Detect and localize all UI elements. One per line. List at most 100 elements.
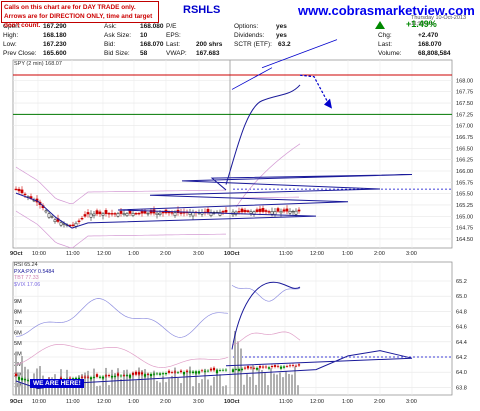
pxa-candle [267, 367, 271, 369]
price-candle [110, 213, 114, 215]
time-axis-tick: 3:00 [406, 251, 417, 257]
vix-line [16, 298, 229, 338]
quote-label: Ask: [104, 23, 117, 30]
volume-bar [264, 373, 266, 395]
volume-bar [255, 384, 257, 395]
time-axis-tick: 12:00 [97, 251, 111, 257]
pxa-candle [258, 366, 262, 368]
time-axis-tick: 2:00 [374, 251, 385, 257]
price-candle [221, 211, 225, 213]
volume-bar [144, 369, 146, 395]
price-candle [20, 189, 24, 194]
volume-bar [204, 368, 206, 395]
price-candle [128, 210, 132, 214]
price-candle [179, 212, 183, 214]
ticker-symbol: RSHLS [183, 4, 221, 16]
volume-bar [108, 385, 110, 395]
volume-bar [186, 371, 188, 395]
volume-bar [276, 374, 278, 395]
price-axis-tick: 164.75 [456, 226, 473, 232]
volume-bar [57, 381, 59, 395]
pxa-candle [294, 365, 298, 367]
pxa-candle [89, 377, 93, 380]
quote-value: yes [276, 23, 287, 30]
price-candle [246, 210, 250, 213]
volume-bar [210, 385, 212, 395]
quote-value: 168.070 [418, 41, 442, 48]
time-axis-tick: 3:00 [193, 251, 204, 257]
price-axis-tick: 165.25 [456, 203, 473, 209]
pxa-candle [20, 378, 24, 381]
pxa-candle [215, 370, 219, 374]
price-candle [218, 211, 222, 216]
pxa-candle [285, 366, 289, 367]
volume-bar [111, 369, 113, 395]
moving-average-line [15, 174, 413, 229]
upper-band-line [233, 196, 299, 199]
pxa-candle [234, 369, 238, 370]
quote-value: 200 shrs [196, 41, 223, 48]
volume-bar [168, 378, 170, 395]
pxa-candle [194, 371, 198, 374]
volume-bar [171, 375, 173, 395]
price-candle [255, 209, 259, 212]
pxa-candle [23, 379, 27, 381]
pxa-candle [182, 372, 186, 375]
pxa-candle [170, 372, 174, 373]
indicator-axis-tick: 64.0 [456, 370, 467, 376]
quote-value: 168.070 [140, 41, 164, 48]
pxa-candle [231, 369, 235, 372]
volume-bar [195, 371, 197, 395]
volume-bar [84, 372, 86, 395]
price-axis-tick: 166.75 [456, 135, 473, 141]
quote-value: 68,808,584 [418, 50, 451, 57]
price-candle [134, 213, 138, 215]
pxa-candle [206, 370, 210, 372]
indicator-axis-tick: 64.2 [456, 355, 467, 361]
volume-bar [159, 382, 161, 395]
volume-bar [189, 366, 191, 395]
price-candle [288, 210, 292, 214]
price-candle [116, 213, 120, 217]
pxa-candle [212, 367, 216, 371]
price-candle [291, 210, 295, 213]
pxa-candle [197, 371, 201, 374]
quote-label: Bid: [104, 41, 116, 48]
price-candle [270, 211, 274, 215]
time-axis-tick: 1:00 [342, 251, 353, 257]
pxa-candle [137, 372, 141, 375]
volume-bar [243, 384, 245, 395]
volume-bar [21, 356, 23, 395]
time-axis-tick: 3:00 [193, 399, 204, 405]
pxa-candle [14, 373, 18, 376]
time-axis-tick: 11:00 [279, 399, 293, 405]
pxa-candle [101, 376, 105, 379]
price-candle [279, 211, 283, 214]
volume-bar [285, 371, 287, 395]
volume-bar [270, 368, 272, 395]
quote-value: 167.683 [196, 50, 220, 57]
quote-label: P/E [166, 23, 177, 30]
volume-bar [219, 374, 221, 395]
price-candle [122, 213, 126, 215]
quote-value: 168.080 [140, 23, 164, 30]
quote-label: Bid Size: [104, 50, 130, 57]
time-axis-tick: 12:00 [97, 399, 111, 405]
quote-label: VWAP: [166, 50, 187, 57]
time-axis-tick: 11:00 [279, 251, 293, 257]
price-candle [23, 193, 27, 196]
price-candle [206, 208, 210, 213]
volume-bar [162, 375, 164, 395]
pxa-candle [276, 365, 280, 367]
price-candle [276, 208, 280, 212]
volume-bar [63, 384, 65, 395]
site-link[interactable]: www.cobrasmarketview.com [298, 3, 475, 18]
quote-label: High: [3, 32, 19, 39]
tbt-line [15, 344, 229, 368]
pxa-candle [218, 369, 222, 371]
price-axis-tick: 165.00 [456, 214, 473, 220]
indicator-axis-tick: 64.6 [456, 325, 467, 331]
time-axis-tick: 1:00 [342, 399, 353, 405]
